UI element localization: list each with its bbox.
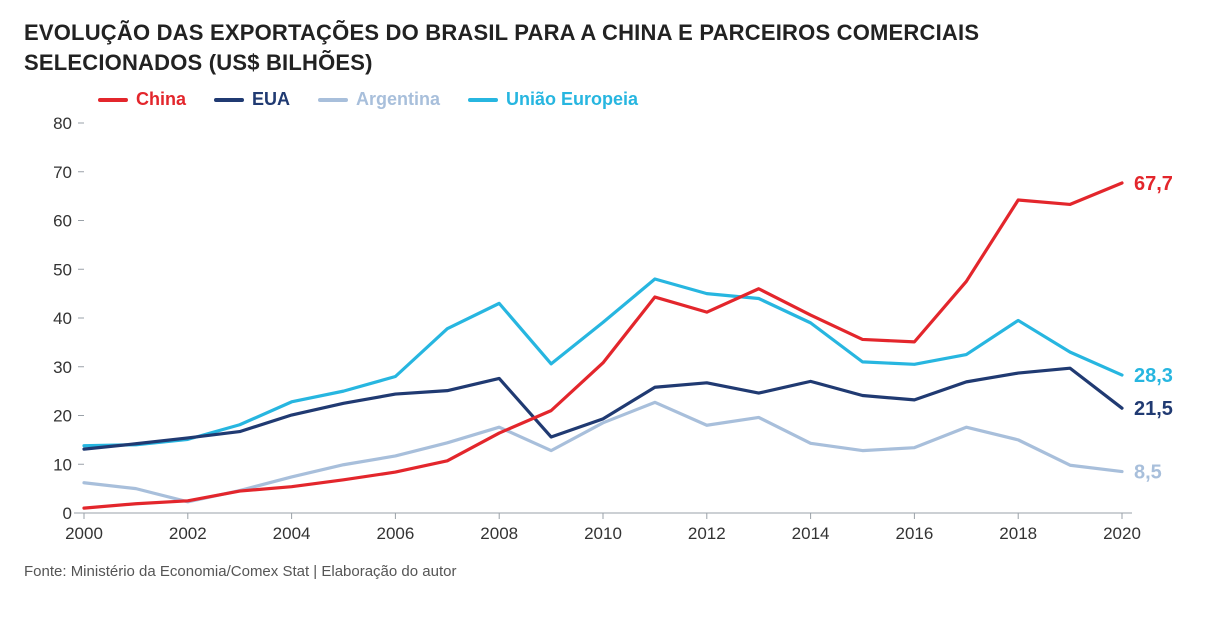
y-tick-label: 10 <box>53 456 72 475</box>
end-label-eua: 21,5 <box>1134 399 1173 421</box>
x-tick-label: 2008 <box>480 524 518 543</box>
x-tick-label: 2002 <box>169 524 207 543</box>
x-tick-label: 2010 <box>584 524 622 543</box>
series-china <box>84 183 1122 508</box>
x-tick-label: 2006 <box>376 524 414 543</box>
legend-swatch <box>214 98 244 102</box>
end-label-argentina: 8,5 <box>1134 462 1162 484</box>
legend-swatch <box>468 98 498 102</box>
x-tick-label: 2016 <box>895 524 933 543</box>
legend-item-china: China <box>98 89 186 110</box>
chart-title-line2: SELECIONADOS (US$ BILHÕES) <box>24 50 373 75</box>
legend-label: EUA <box>252 89 290 110</box>
y-tick-label: 40 <box>53 309 72 328</box>
chart-title: EVOLUÇÃO DAS EXPORTAÇÕES DO BRASIL PARA … <box>24 18 1202 77</box>
y-tick-label: 80 <box>53 114 72 133</box>
legend-label: União Europeia <box>506 89 638 110</box>
chart-svg: 0 10 20 30 40 50 60 70 80 2000 2002 2004 2006 2008 201… <box>24 83 1202 553</box>
x-tick-label: 2004 <box>273 524 311 543</box>
end-label-china: 67,7 <box>1134 173 1173 195</box>
x-tick-label: 2020 <box>1103 524 1141 543</box>
y-tick-label: 20 <box>53 407 72 426</box>
legend-swatch <box>98 98 128 102</box>
y-tick-label: 50 <box>53 261 72 280</box>
y-tick-label: 0 <box>63 504 72 523</box>
x-tick-label: 2018 <box>999 524 1037 543</box>
legend-item-ue: União Europeia <box>468 89 638 110</box>
x-tick-label: 2014 <box>792 524 830 543</box>
legend-item-eua: EUA <box>214 89 290 110</box>
y-tick-label: 70 <box>53 163 72 182</box>
x-tick-label: 2000 <box>65 524 103 543</box>
legend-label: China <box>136 89 186 110</box>
x-tick-label: 2012 <box>688 524 726 543</box>
legend-item-argentina: Argentina <box>318 89 440 110</box>
chart-legend: China EUA Argentina União Europeia <box>98 89 638 110</box>
line-chart: China EUA Argentina União Europeia 0 10 20 30 4… <box>24 83 1202 553</box>
legend-label: Argentina <box>356 89 440 110</box>
legend-swatch <box>318 98 348 102</box>
end-label-ue: 28,3 <box>1134 365 1173 387</box>
chart-title-line1: EVOLUÇÃO DAS EXPORTAÇÕES DO BRASIL PARA … <box>24 20 979 45</box>
chart-source: Fonte: Ministério da Economia/Comex Stat… <box>24 563 1202 580</box>
y-tick-label: 30 <box>53 358 72 377</box>
y-tick-label: 60 <box>53 212 72 231</box>
series-eua <box>84 369 1122 450</box>
